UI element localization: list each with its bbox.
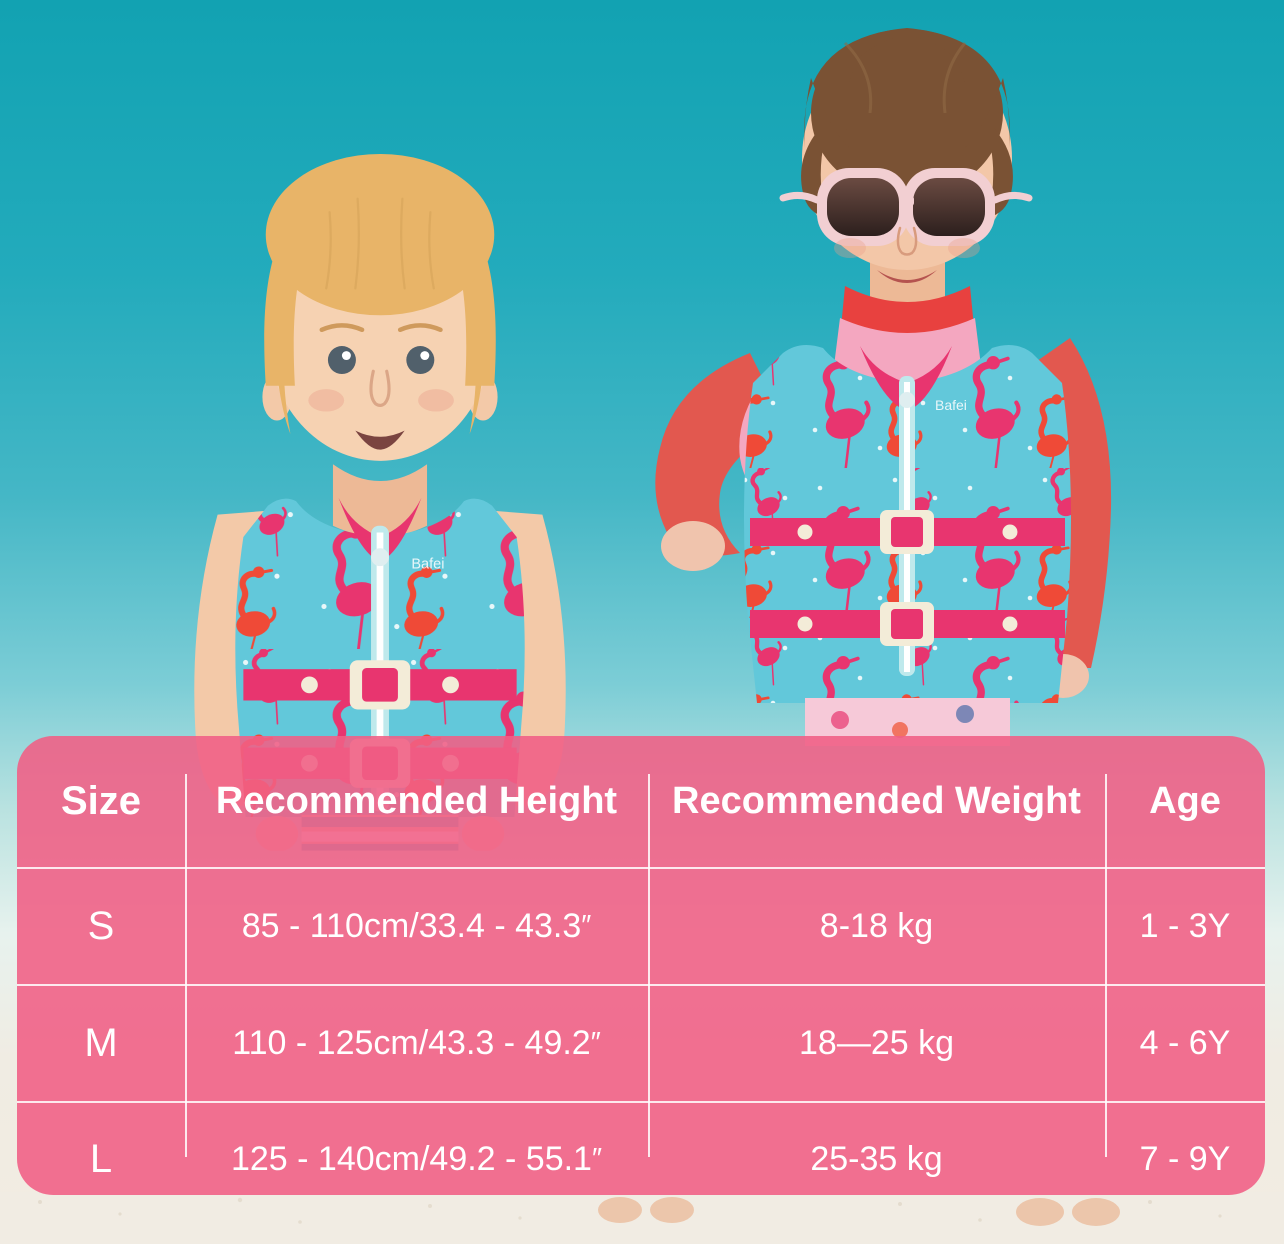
svg-text:Bafei: Bafei (411, 556, 444, 572)
svg-text:Bafei: Bafei (935, 397, 967, 413)
